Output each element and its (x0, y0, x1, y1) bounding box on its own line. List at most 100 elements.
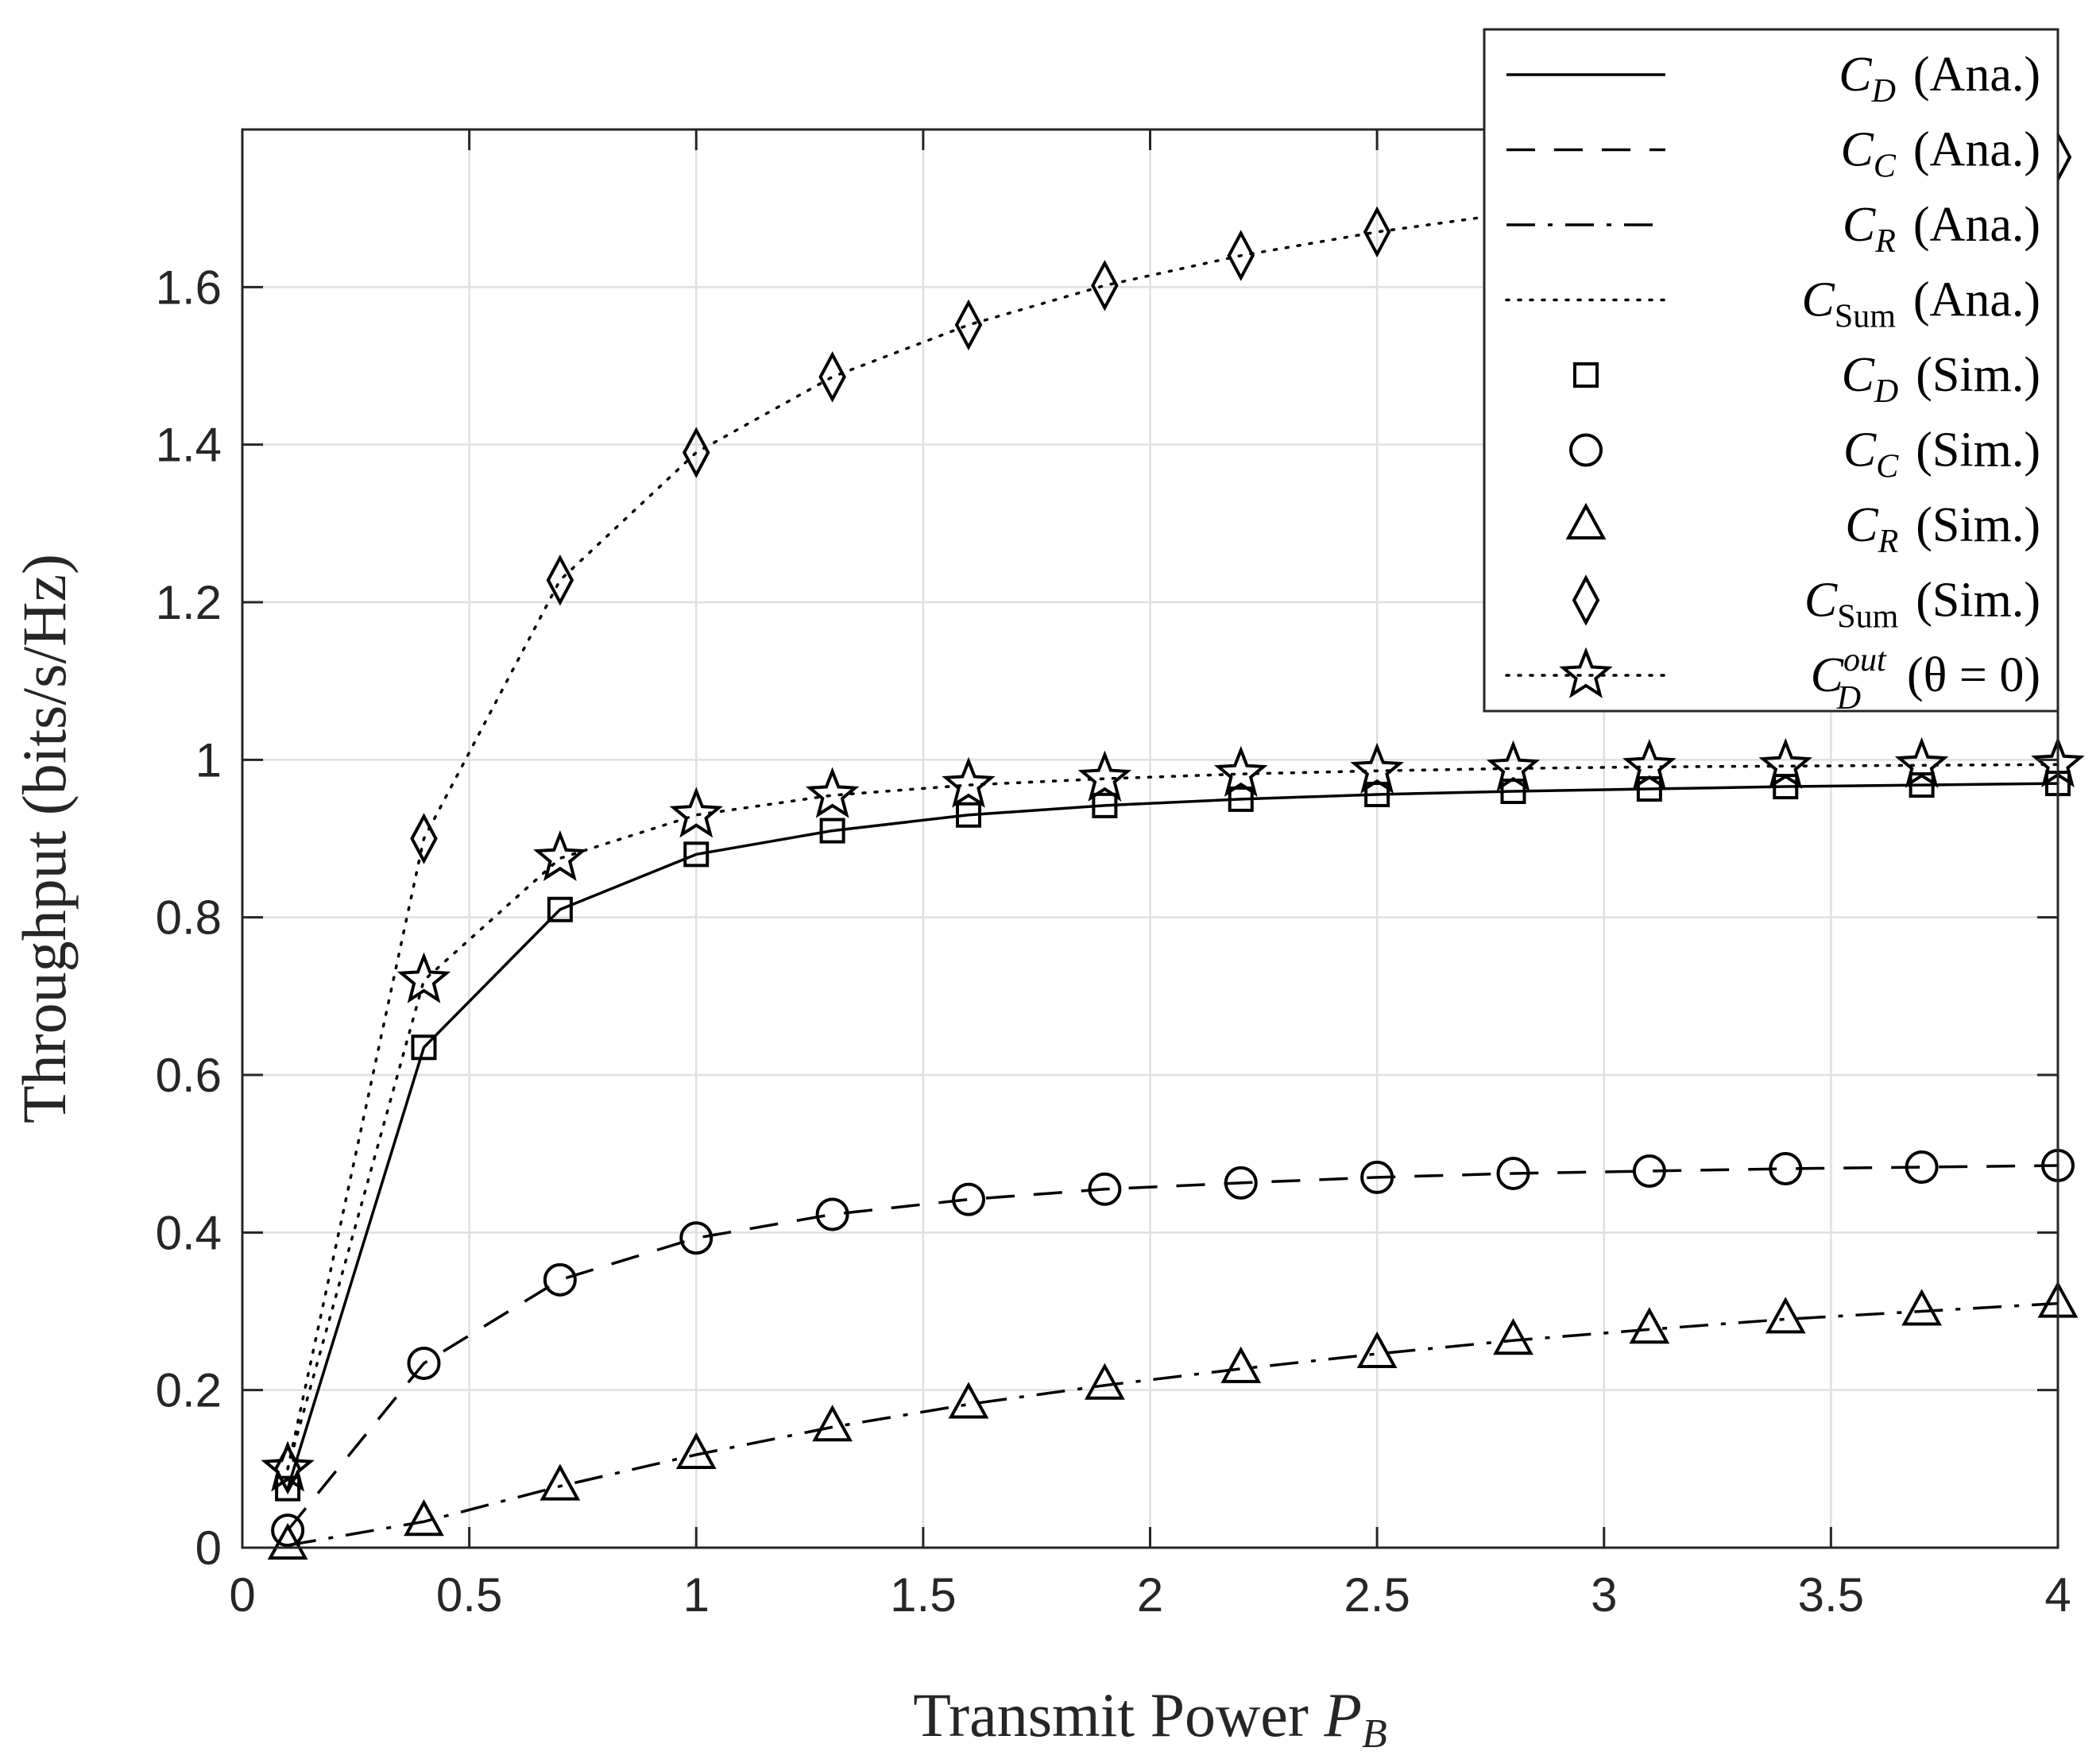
series-line (286, 763, 2059, 1471)
legend-label: CD (Sim.) (1842, 348, 2040, 410)
data-point-triangle (948, 1382, 989, 1419)
data-point-circle (1088, 1172, 1122, 1206)
y-tick-label: 0.6 (156, 1049, 222, 1102)
data-point-star (669, 787, 723, 838)
legend-marker-triangle (1565, 502, 1607, 539)
data-point-triangle (1901, 1289, 1943, 1326)
legend: CD (Ana.) CC (Ana.) CR (Ana.) CSum (Ana.) CD (Sim… (1483, 28, 2059, 717)
data-point-triangle (1629, 1307, 1670, 1344)
y-tick-label: 1.4 (156, 419, 222, 472)
data-point-diamond (410, 813, 438, 864)
data-point-circle (1905, 1150, 1939, 1185)
y-tick-label: 0 (195, 1521, 222, 1575)
x-tick-label: 3.5 (1798, 1568, 1864, 1622)
legend-marker-star (1559, 647, 1613, 698)
y-tick-label: 0.4 (156, 1206, 222, 1259)
data-point-circle (952, 1182, 985, 1216)
data-point-circle (1769, 1152, 1803, 1186)
data-point-diamond (818, 351, 846, 403)
legend-label: CC (Ana.) (1841, 123, 2040, 185)
data-point-diamond (1227, 230, 1255, 281)
data-point-square (547, 896, 573, 922)
data-point-circle (407, 1346, 441, 1380)
data-point-square (1228, 786, 1254, 812)
series-line (286, 782, 2059, 1490)
data-point-star (396, 952, 451, 1003)
y-tick-label: 0.8 (156, 891, 222, 945)
legend-marker-diamond (1572, 574, 1600, 626)
data-point-triangle (404, 1499, 444, 1537)
series-line (286, 155, 2059, 1471)
data-point-star (1213, 745, 1268, 797)
data-point-square (683, 841, 710, 868)
legend-label: CSum (Sim.) (1804, 574, 2040, 636)
data-point-circle (815, 1197, 849, 1231)
x-tick-label: 1 (683, 1568, 710, 1622)
grid (241, 130, 2059, 1549)
x-tick-label: 0 (229, 1568, 255, 1622)
data-point-square (819, 818, 845, 844)
data-point-square (1092, 792, 1118, 818)
data-point-triangle (1493, 1318, 1533, 1355)
data-point-circle (1224, 1166, 1258, 1200)
data-point-triangle (1084, 1363, 1125, 1400)
data-point-star (533, 829, 587, 882)
series-line (286, 1164, 2059, 1532)
x-axis-ticks: 0 0.5 1 1.5 2 2.5 3 3.5 4 (229, 130, 2071, 1622)
y-tick-label: 1.2 (156, 576, 222, 629)
legend-label: CR (Ana.) (1843, 198, 2040, 260)
data-point-triangle (1765, 1297, 1806, 1334)
data-point-square (411, 1034, 437, 1061)
data-point-diamond (1091, 260, 1119, 311)
y-axis-ticks: 0 0.2 0.4 0.6 0.8 1 1.2 1.4 1.6 (156, 261, 2058, 1575)
data-point-star (942, 756, 996, 808)
data-point-star (1077, 750, 1132, 802)
data-point-triangle (812, 1405, 853, 1442)
data-point-triangle (1356, 1331, 1398, 1369)
y-axis-label: Throughput (bits/s/Hz) (10, 554, 79, 1123)
legend-label: Cout D (θ = 0) (1811, 642, 2040, 717)
data-point-star (1486, 740, 1541, 791)
data-point-square (956, 802, 981, 828)
data-point-star (1758, 737, 1812, 789)
data-point-circle (679, 1221, 714, 1255)
legend-marker-square (1573, 362, 1599, 388)
data-point-circle (271, 1514, 305, 1548)
data-point-square (1364, 781, 1390, 807)
series-line (287, 1301, 2059, 1547)
legend-marker-circle (1569, 433, 1603, 467)
data-point-diamond (546, 554, 574, 606)
data-point-circle (543, 1262, 577, 1297)
data-point-circle (1360, 1160, 1394, 1194)
data-point-circle (1496, 1156, 1530, 1190)
x-axis-label: Transmit Power PB (913, 1680, 1387, 1757)
data-point-star (1622, 738, 1677, 790)
data-point-star (261, 1440, 315, 1492)
x-tick-label: 0.5 (436, 1568, 502, 1622)
legend-label: CR (Sim.) (1845, 498, 2040, 560)
data-point-diamond (954, 299, 983, 351)
data-point-diamond (682, 427, 710, 478)
data-point-star (805, 767, 860, 818)
legend-label: CD (Ana.) (1839, 48, 2040, 110)
x-tick-label: 3 (1591, 1568, 1617, 1622)
data-point-triangle (540, 1463, 581, 1501)
data-point-triangle (267, 1522, 308, 1560)
legend-label: CSum (Ana.) (1802, 273, 2040, 335)
y-tick-label: 1.6 (156, 261, 222, 314)
y-tick-label: 1 (195, 733, 222, 787)
data-point-star (1894, 736, 1949, 788)
legend-label: CC (Sim.) (1843, 423, 2040, 485)
data-point-circle (1632, 1154, 1666, 1188)
x-tick-label: 2 (1137, 1568, 1163, 1622)
data-point-triangle (675, 1432, 717, 1469)
data-point-diamond (1363, 206, 1391, 258)
data-point-triangle (1220, 1346, 1262, 1383)
x-tick-label: 1.5 (890, 1568, 956, 1622)
legend-box (1483, 28, 2059, 713)
x-tick-label: 4 (2044, 1568, 2071, 1622)
data-point-star (1350, 742, 1404, 794)
x-tick-label: 2.5 (1344, 1568, 1410, 1622)
y-tick-label: 0.2 (156, 1364, 222, 1417)
